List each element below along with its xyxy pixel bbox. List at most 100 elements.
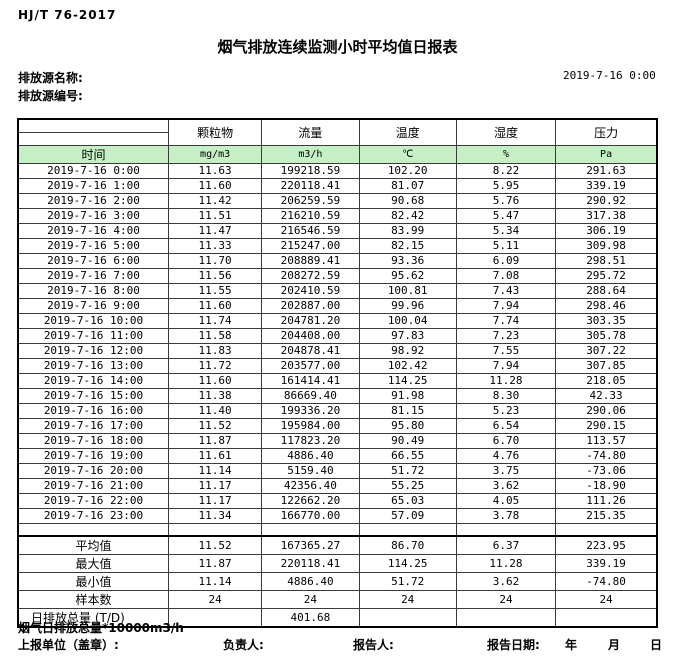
value-cell: 51.72 [358,462,457,479]
value-cell: 93.36 [358,252,457,269]
summary-row: 样本数 24 24 24 24 24 [17,590,658,609]
unit-humidity: % [455,144,557,164]
time-cell: 2019-7-16 1:00 [17,177,169,194]
data-rows: 2019-7-16 0:00 11.63 199218.59 102.20 8.22 29… [17,162,658,524]
table-row: 2019-7-16 15:00 11.38 86669.40 91.98 8.30 42.… [17,387,658,404]
value-cell: 4.76 [455,447,557,464]
value-cell: 7.23 [455,327,557,344]
table-row: 2019-7-16 6:00 11.70 208889.41 93.36 6.09 298… [17,252,658,269]
value-cell: 3.78 [455,507,557,524]
value-cell: 204408.00 [261,327,360,344]
summary-value-cell: 339.19 [555,554,658,573]
spacer-row [17,522,658,537]
value-cell: 55.25 [358,477,457,494]
summary-value-cell: 51.72 [358,572,457,591]
summary-value-cell: 3.62 [455,572,557,591]
summary-value-cell: -74.80 [555,572,658,591]
value-cell: 218.05 [555,372,658,389]
value-cell: 339.19 [555,177,658,194]
value-cell: 11.34 [167,507,263,524]
value-cell: 98.92 [358,342,457,359]
table-row: 2019-7-16 1:00 11.60 220118.41 81.07 5.95 339… [17,177,658,194]
value-cell: 161414.41 [261,372,360,389]
value-cell: 288.64 [555,282,658,299]
corner-cell-bottom [17,131,169,146]
time-cell: 2019-7-16 22:00 [17,492,169,509]
value-cell: 305.78 [555,327,658,344]
table-row: 2019-7-16 10:00 11.74 204781.20 100.04 7.74 3… [17,312,658,329]
value-cell: 111.26 [555,492,658,509]
value-cell: 11.72 [167,357,263,374]
value-cell: -18.90 [555,477,658,494]
year-label: 年 [565,638,578,652]
value-cell: 6.09 [455,252,557,269]
value-cell: 6.54 [455,417,557,434]
value-cell: 65.03 [358,492,457,509]
summary-value-cell: 11.28 [455,554,557,573]
value-cell: 11.63 [167,162,263,179]
value-cell: 5.23 [455,402,557,419]
value-cell: 298.46 [555,297,658,314]
summary-row: 日排放总量 (T/D) 401.68 [17,608,658,628]
value-cell: 11.17 [167,492,263,509]
value-cell: 290.15 [555,417,658,434]
table-row: 2019-7-16 16:00 11.40 199336.20 81.15 5.23 29… [17,402,658,419]
value-cell: 220118.41 [261,177,360,194]
value-cell: 117823.20 [261,432,360,449]
summary-value-cell: 220118.41 [261,554,360,573]
value-cell: 95.62 [358,267,457,284]
value-cell: 216210.59 [261,207,360,224]
time-cell: 2019-7-16 6:00 [17,252,169,269]
value-cell: 11.55 [167,282,263,299]
time-cell: 2019-7-16 16:00 [17,402,169,419]
spacer-cell [455,522,557,537]
table-row: 2019-7-16 9:00 11.60 202887.00 99.96 7.94 298… [17,297,658,314]
value-cell: 5.47 [455,207,557,224]
value-cell: 290.92 [555,192,658,209]
unit-row: 时间 mg/m3 m3/h ℃ % Pa [17,144,658,164]
value-cell: 216546.59 [261,222,360,239]
value-cell: 204781.20 [261,312,360,329]
value-cell: 57.09 [358,507,457,524]
spacer-cell [17,522,169,537]
value-cell: 6.70 [455,432,557,449]
value-cell: 91.98 [358,387,457,404]
time-cell: 2019-7-16 23:00 [17,507,169,524]
value-cell: 206259.59 [261,192,360,209]
value-cell: 97.83 [358,327,457,344]
value-cell: 291.63 [555,162,658,179]
value-cell: 11.70 [167,252,263,269]
value-cell: 83.99 [358,222,457,239]
table-row: 2019-7-16 23:00 11.34 166770.00 57.09 3.78 21… [17,507,658,524]
value-cell: 81.07 [358,177,457,194]
summary-value-cell: 24 [555,590,658,609]
value-cell: 3.62 [455,477,557,494]
value-cell: 202887.00 [261,297,360,314]
summary-row: 最小值 11.14 4886.40 51.72 3.62 -74.80 [17,572,658,591]
table-row: 2019-7-16 19:00 11.61 4886.40 66.55 4.76 -74.… [17,447,658,464]
value-cell: 113.57 [555,432,658,449]
time-cell: 2019-7-16 11:00 [17,327,169,344]
value-cell: 306.19 [555,222,658,239]
time-cell: 2019-7-16 7:00 [17,267,169,284]
value-cell: 199218.59 [261,162,360,179]
summary-value-cell: 86.70 [358,535,457,555]
value-cell: 203577.00 [261,357,360,374]
value-cell: 66.55 [358,447,457,464]
value-cell: 11.17 [167,477,263,494]
value-cell: 11.38 [167,387,263,404]
summary-value-cell: 223.95 [555,535,658,555]
table-row: 2019-7-16 8:00 11.55 202410.59 100.81 7.43 28… [17,282,658,299]
month-label: 月 [608,638,621,652]
value-cell: 11.60 [167,297,263,314]
column-header-humidity: 湿度 [455,118,557,146]
value-cell: 307.22 [555,342,658,359]
summary-value-cell: 4886.40 [261,572,360,591]
spacer-body [17,522,658,537]
value-cell: 11.47 [167,222,263,239]
value-cell: 102.42 [358,357,457,374]
summary-row: 平均值 11.52 167365.27 86.70 6.37 223.95 [17,535,658,555]
source-id-label: 排放源编号: [18,89,83,103]
value-cell: 100.81 [358,282,457,299]
summary-value-cell: 11.14 [167,572,263,591]
